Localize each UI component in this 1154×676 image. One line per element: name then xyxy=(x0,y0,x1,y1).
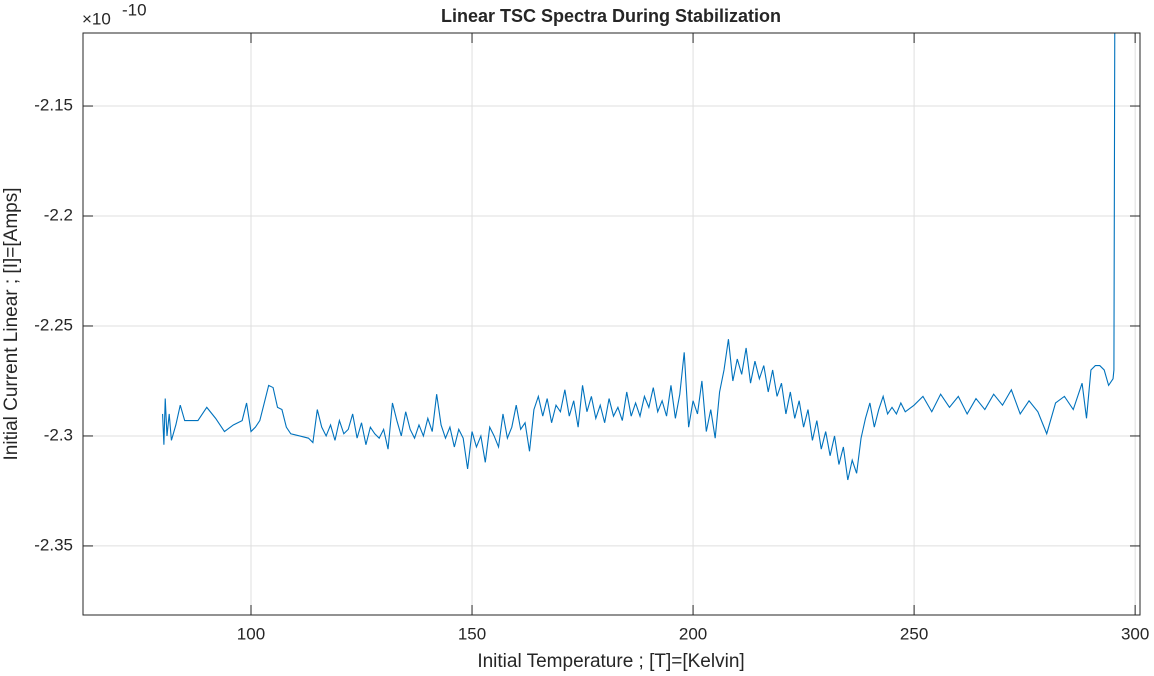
y-tick-label: -2.2 xyxy=(44,205,73,224)
axes-box xyxy=(82,32,1141,616)
grid xyxy=(83,33,1140,615)
y-tick-label: -2.15 xyxy=(34,96,73,115)
chart-title: Linear TSC Spectra During Stabilization xyxy=(441,6,781,26)
y-multiplier-base: ×10 xyxy=(82,9,111,28)
ticks: 100 150 200 250 300 -2.35 -2.3 -2.25 -2.2 -2.15 xyxy=(34,33,1149,643)
x-tick-label: 100 xyxy=(237,624,265,643)
x-tick-label: 150 xyxy=(458,624,486,643)
y-multiplier-exponent: -10 xyxy=(122,0,147,19)
plot-area xyxy=(162,33,1116,481)
x-axis-label: Initial Temperature ; [T]=[Kelvin] xyxy=(477,651,744,672)
x-tick-label: 300 xyxy=(1121,624,1149,643)
y-axis-label: Initial Current Linear ; [I]=[Amps] xyxy=(1,188,22,461)
x-tick-label: 200 xyxy=(679,624,707,643)
y-tick-label: -2.25 xyxy=(34,315,73,334)
y-tick-label: -2.35 xyxy=(34,535,73,554)
x-tick-label: 250 xyxy=(900,624,928,643)
data-line xyxy=(162,33,1116,481)
y-tick-label: -2.3 xyxy=(44,425,73,444)
